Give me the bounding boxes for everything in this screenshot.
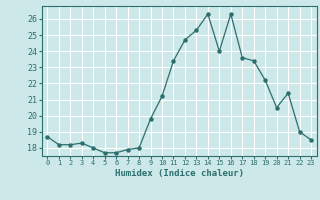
X-axis label: Humidex (Indice chaleur): Humidex (Indice chaleur) [115,169,244,178]
